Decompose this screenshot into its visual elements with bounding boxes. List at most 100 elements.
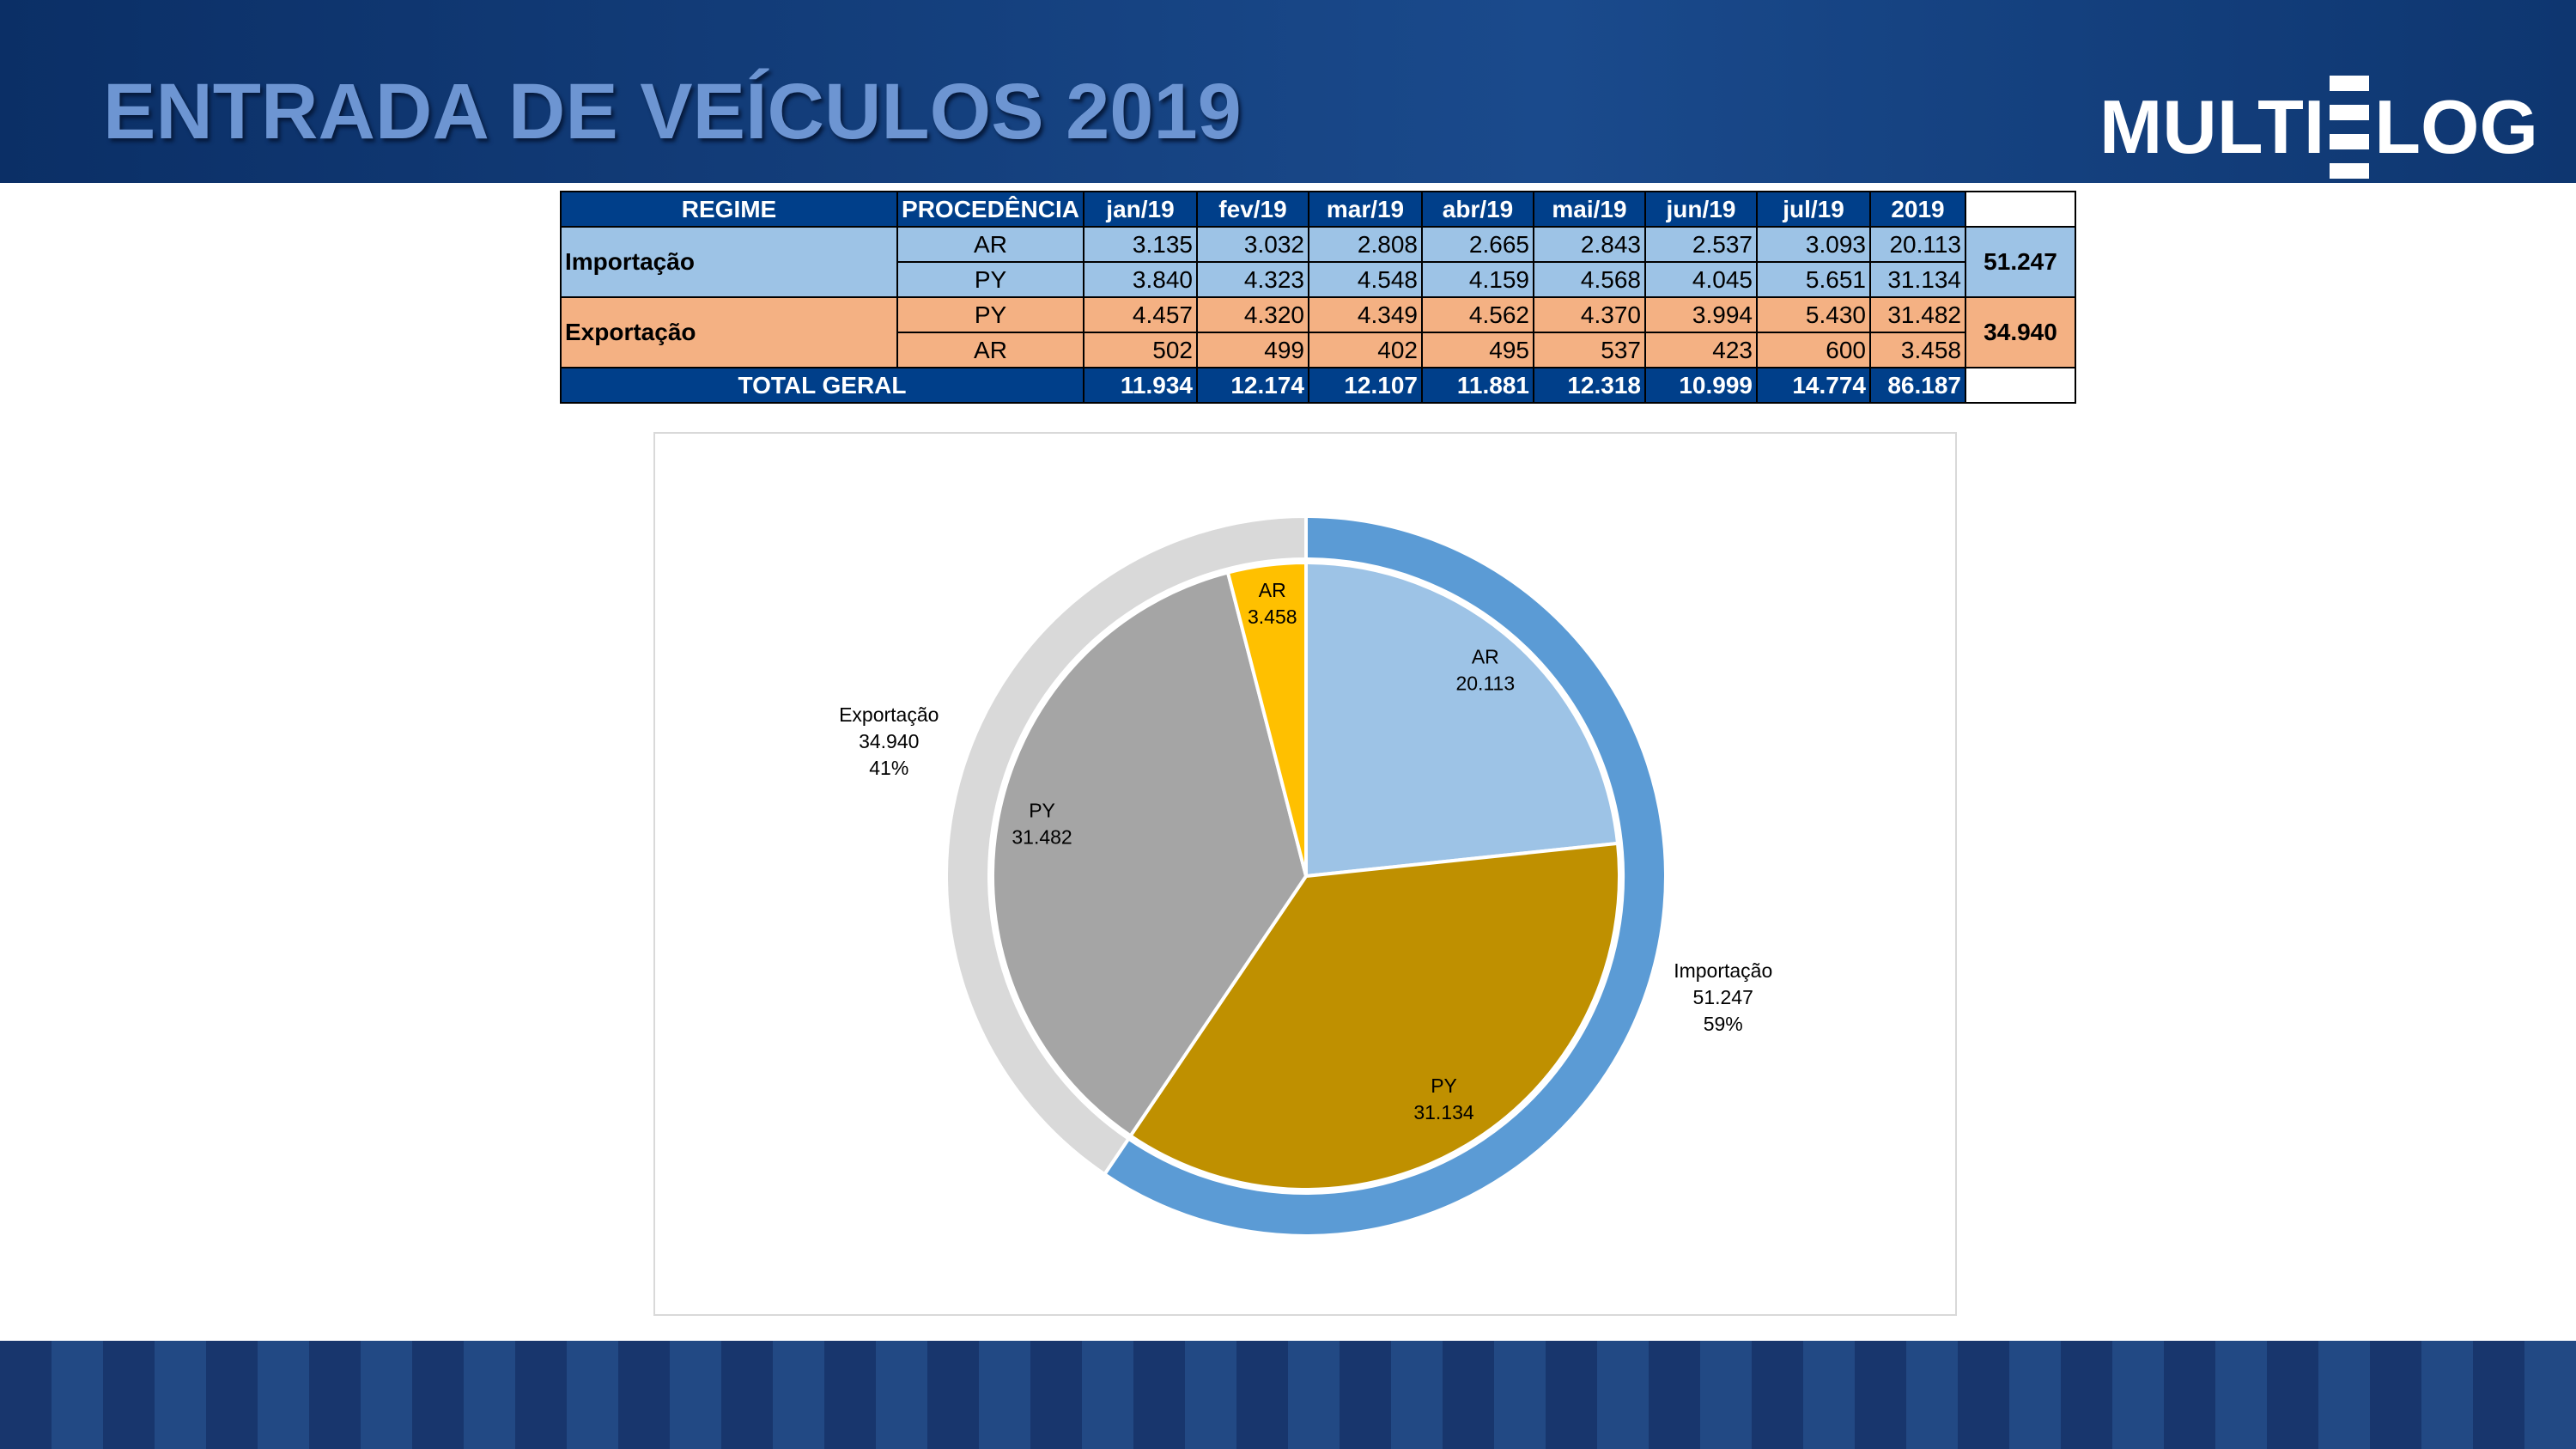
label-line: 31.134 (1413, 1101, 1474, 1123)
data-row: AR 502 499 402 495 537 423 600 3.458 (561, 332, 2075, 368)
value-cell: 31.482 (1869, 296, 1966, 333)
logo-icon (2330, 76, 2370, 179)
inner-slice (1304, 560, 1620, 879)
value-cell: 499 (1196, 332, 1309, 368)
value-cell: 3.458 (1869, 332, 1966, 368)
total-value: 10.999 (1644, 367, 1758, 404)
total-row: TOTAL GERAL 11.934 12.174 12.107 11.881 12.31… (560, 367, 2076, 404)
label-line: 3.458 (1248, 606, 1297, 628)
label-line: AR (1259, 579, 1286, 601)
label-line: 20.113 (1455, 673, 1515, 695)
label-line: 34.940 (859, 730, 919, 752)
total-value: 11.881 (1421, 367, 1534, 404)
label-line: PY (1431, 1075, 1457, 1097)
value-cell: 2.537 (1644, 226, 1758, 263)
group-total-cell: 34.940 (1965, 296, 2076, 368)
value-cell: 4.159 (1421, 261, 1534, 298)
label-line: PY (1029, 799, 1055, 821)
header-band: ENTRADA DE VEÍCULOS 2019 MULTI LOG (0, 0, 2576, 183)
total-value: 12.174 (1196, 367, 1309, 404)
footer-band (0, 1341, 2576, 1449)
value-cell: 3.994 (1644, 296, 1758, 333)
value-cell: 4.568 (1533, 261, 1646, 298)
label-line: 41% (869, 757, 908, 779)
procedencia-cell: PY (896, 296, 1084, 333)
outer-slice (945, 514, 1308, 1177)
value-cell: 2.808 (1308, 226, 1423, 263)
data-row: Importação AR 3.135 3.032 2.808 2.665 2.843 2.5… (560, 226, 2076, 298)
inner-slice (1225, 560, 1308, 877)
outer-slice (1102, 514, 1668, 1238)
total-label: TOTAL GERAL (560, 367, 1084, 404)
data-label: PY 31.482 (1012, 799, 1072, 848)
label-line: 31.482 (1012, 825, 1072, 848)
logo-text: LOG (2374, 84, 2538, 169)
value-cell: 20.113 (1869, 226, 1966, 263)
header-cell: mar/19 (1308, 191, 1423, 228)
header-cell: fev/19 (1196, 191, 1309, 228)
regime-cell: Exportação (560, 296, 898, 368)
data-label: Exportação 34.940 41% (839, 703, 939, 779)
header-cell: mai/19 (1533, 191, 1646, 228)
header-cell: jul/19 (1756, 191, 1871, 228)
blank-cell (1965, 367, 2076, 404)
blank-cell (1965, 191, 2076, 228)
header-cell: REGIME (560, 191, 898, 228)
regime-cell: Importação (560, 226, 898, 298)
header-cell: PROCEDÊNCIA (896, 191, 1084, 228)
chart: Importação 51.247 59% Exportação 34.940 41% AR… (839, 514, 1772, 1238)
header-cell: abr/19 (1421, 191, 1534, 228)
data-label: AR 3.458 (1248, 579, 1297, 628)
chart-panel: Importação 51.247 59% Exportação 34.940 41% AR… (653, 432, 1957, 1316)
group-total-cell: 51.247 (1965, 226, 2076, 298)
title: ENTRADA DE VEÍCULOS 2019 (103, 68, 1242, 155)
value-cell: 495 (1421, 332, 1534, 368)
data-row: PY 3.840 4.323 4.548 4.159 4.568 4.045 5.651 31.… (561, 261, 2075, 298)
header-cell: jan/19 (1083, 191, 1198, 228)
inner-slice (1127, 841, 1621, 1191)
header-cell: jun/19 (1644, 191, 1758, 228)
value-cell: 423 (1644, 332, 1758, 368)
value-cell: 502 (1083, 332, 1198, 368)
label-line: AR (1472, 646, 1499, 668)
value-cell: 537 (1533, 332, 1646, 368)
value-cell: 402 (1308, 332, 1423, 368)
value-cell: 4.457 (1083, 296, 1198, 333)
value-cell: 4.548 (1308, 261, 1423, 298)
data-row: Exportação PY 4.457 4.320 4.349 4.562 4.370 3.9… (560, 296, 2076, 368)
value-cell: 4.370 (1533, 296, 1646, 333)
value-cell: 4.045 (1644, 261, 1758, 298)
value-cell: 600 (1756, 332, 1871, 368)
procedencia-cell: AR (896, 226, 1084, 263)
value-cell: 31.134 (1869, 261, 1966, 298)
value-cell: 3.135 (1083, 226, 1198, 263)
value-cell: 5.651 (1756, 261, 1871, 298)
data-label: AR 20.113 (1455, 646, 1515, 695)
value-cell: 5.430 (1756, 296, 1871, 333)
label-line: 59% (1704, 1013, 1743, 1035)
total-value: 12.107 (1308, 367, 1423, 404)
header-row: REGIME PROCEDÊNCIA jan/19 fev/19 mar/19 abr/1… (560, 191, 2076, 228)
value-cell: 3.840 (1083, 261, 1198, 298)
value-cell: 4.323 (1196, 261, 1309, 298)
value-cell: 4.320 (1196, 296, 1309, 333)
total-value: 14.774 (1756, 367, 1871, 404)
value-cell: 2.665 (1421, 226, 1534, 263)
data-label: PY 31.134 (1413, 1075, 1474, 1123)
logo-text: MULTI (2099, 84, 2325, 169)
label-line: Importação (1674, 959, 1772, 982)
label-line: Exportação (839, 703, 939, 726)
header-cell: 2019 (1869, 191, 1966, 228)
data-label: Importação 51.247 59% (1674, 959, 1772, 1035)
procedencia-cell: PY (896, 261, 1084, 298)
total-value: 86.187 (1869, 367, 1966, 404)
value-cell: 4.562 (1421, 296, 1534, 333)
value-cell: 3.093 (1756, 226, 1871, 263)
label-line: 51.247 (1693, 986, 1753, 1008)
inner-slice (991, 570, 1309, 1139)
value-cell: 2.843 (1533, 226, 1646, 263)
value-cell: 4.349 (1308, 296, 1423, 333)
total-value: 12.318 (1533, 367, 1646, 404)
procedencia-cell: AR (896, 332, 1084, 368)
